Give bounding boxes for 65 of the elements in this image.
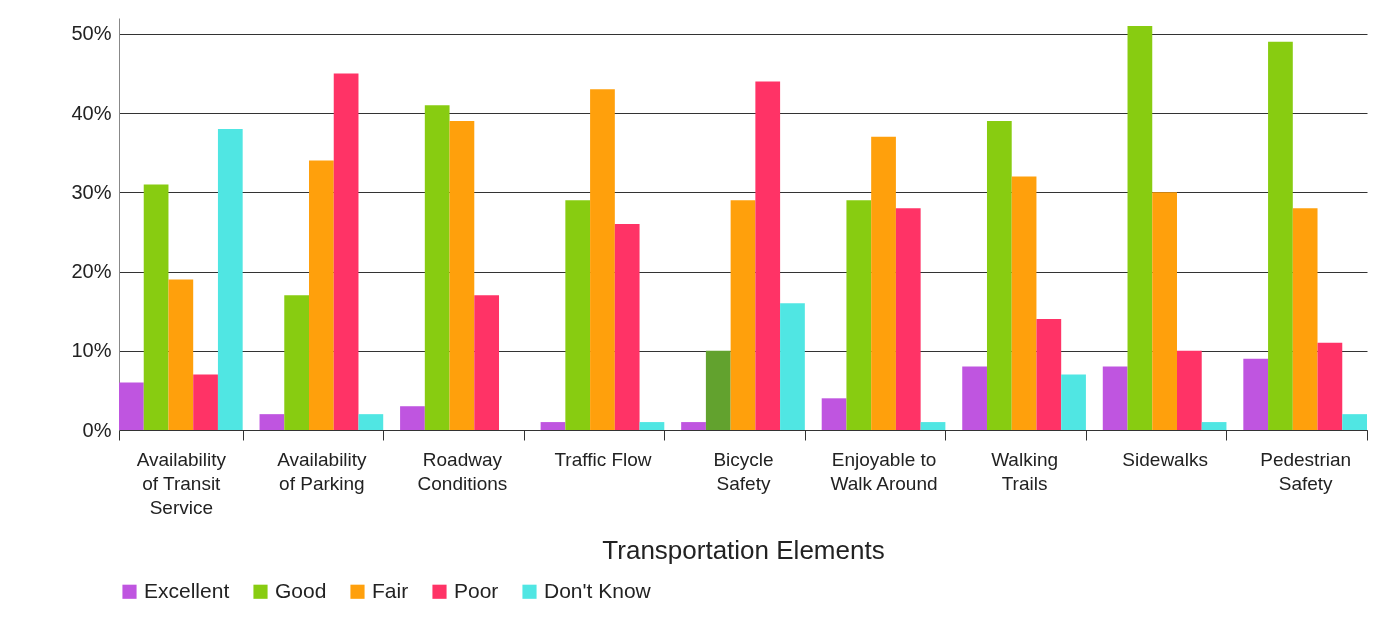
bar (333, 73, 359, 430)
bar (1176, 350, 1202, 430)
bar (705, 350, 731, 430)
y-tick-label: 20% (71, 260, 112, 283)
x-axis-title: Transportation Elements (602, 534, 885, 565)
bar (986, 121, 1012, 430)
bar (920, 422, 946, 430)
bar (590, 89, 615, 430)
bar (614, 224, 640, 430)
x-tick-label: Walking Trails (991, 448, 1059, 494)
x-tick-label: Sidewalks (1122, 448, 1208, 470)
x-tick-label: Traffic Flow (554, 448, 652, 470)
bar (730, 200, 756, 430)
bar (449, 121, 475, 430)
bar (259, 414, 285, 430)
bar (1317, 342, 1343, 430)
legend-label: Good (275, 578, 327, 602)
bar (846, 200, 872, 430)
bar (1102, 366, 1128, 430)
x-tick-label: Enjoyable to Walk Around (830, 448, 938, 494)
x-tick-label: Availability of Transit Service (136, 448, 227, 518)
bar (895, 208, 921, 430)
bar (309, 160, 334, 430)
bar (474, 295, 500, 430)
bar (1011, 176, 1037, 430)
legend-label: Don't Know (544, 578, 652, 602)
legend-label: Fair (372, 578, 409, 602)
bar (284, 295, 310, 430)
legend-label: Poor (454, 578, 499, 602)
bar (424, 105, 450, 430)
y-tick-label: 10% (71, 339, 112, 362)
bar (1243, 358, 1269, 430)
bar (1152, 192, 1177, 430)
bar (540, 422, 566, 430)
x-tick-label: Availability of Parking (277, 448, 368, 494)
bar (400, 406, 425, 430)
y-tick-label: 30% (71, 180, 112, 203)
y-tick-label: 0% (82, 418, 112, 441)
bar (755, 81, 781, 430)
bar (1061, 374, 1086, 430)
bar (871, 136, 896, 430)
bar (1268, 41, 1293, 430)
bar (168, 279, 194, 430)
bar (639, 422, 665, 430)
bar (962, 366, 987, 430)
bar (143, 184, 169, 430)
x-tick-label: Bicycle Safety (713, 448, 774, 494)
bar (821, 398, 847, 430)
bar (681, 422, 706, 430)
bar (193, 374, 218, 430)
bar (1342, 414, 1367, 430)
bar (565, 200, 591, 430)
bar (1127, 25, 1153, 430)
legend-label: Excellent (144, 578, 230, 602)
bar (217, 128, 243, 430)
bar (1292, 208, 1318, 430)
y-tick-label: 40% (71, 101, 112, 124)
bar (119, 382, 144, 430)
bar (1201, 422, 1227, 430)
bar (358, 414, 384, 430)
bar (1036, 319, 1062, 430)
x-tick-label: Roadway Conditions (417, 448, 508, 494)
x-tick-label: Pedestrian Safety (1260, 448, 1352, 494)
bar (780, 303, 805, 430)
y-tick-label: 50% (71, 22, 112, 45)
